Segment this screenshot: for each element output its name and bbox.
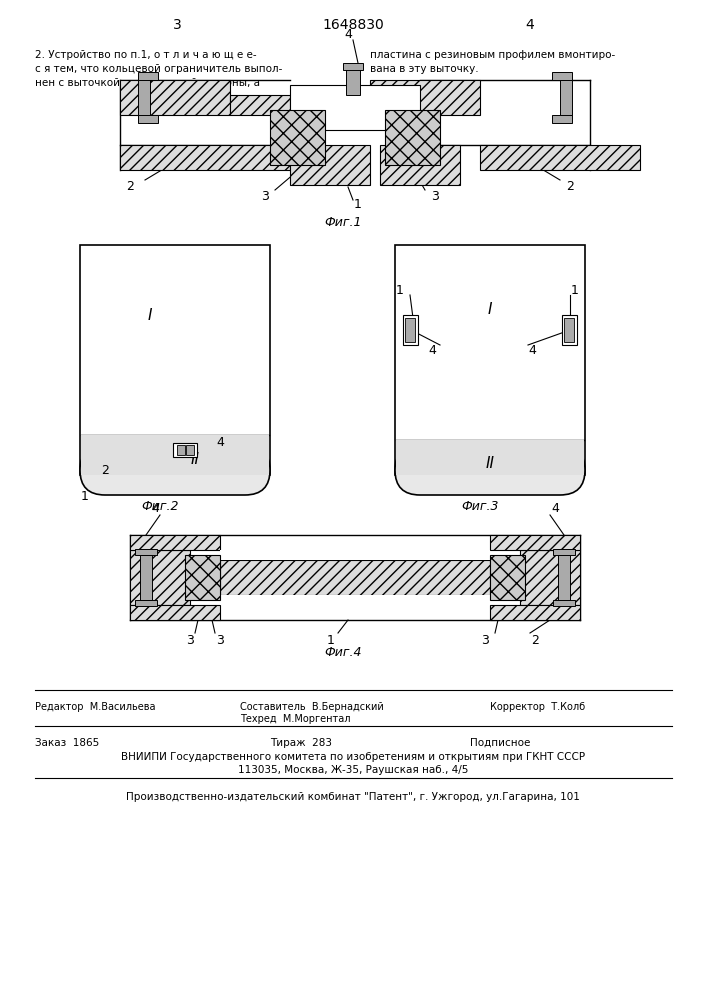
Text: 2: 2 [531,634,539,647]
Text: 113035, Москва, Ж-35, Раушская наб., 4/5: 113035, Москва, Ж-35, Раушская наб., 4/5 [238,765,468,775]
Text: Фиг.2: Фиг.2 [141,500,179,514]
Text: 4: 4 [528,344,536,357]
Text: Производственно-издательский комбинат "Патент", г. Ужгород, ул.Гагарина, 101: Производственно-издательский комбинат "П… [126,792,580,802]
Text: I: I [148,308,152,322]
Text: 3: 3 [261,190,269,204]
Bar [120,145,290,170]
Bar [564,318,574,342]
Bar [520,550,580,605]
Bar [290,145,370,185]
Text: 2: 2 [126,180,134,194]
Bar [310,95,370,115]
Text: Фиг.4: Фиг.4 [325,647,362,660]
Text: Техред  М.Моргентал: Техред М.Моргентал [240,714,351,724]
Text: 2: 2 [101,464,109,477]
Text: 1: 1 [571,284,579,296]
Text: 1: 1 [81,490,89,504]
Bar [173,443,197,457]
Bar [120,80,230,115]
Text: Тираж  283: Тираж 283 [270,738,332,748]
Text: Фиг.1: Фиг.1 [325,217,362,230]
Text: Фиг.3: Фиг.3 [461,500,498,514]
Text: 3: 3 [216,634,224,647]
Text: 1: 1 [396,284,404,296]
Bar [186,445,194,455]
Bar [490,605,580,620]
FancyBboxPatch shape [395,445,585,495]
Bar [560,80,572,115]
Text: 4: 4 [428,344,436,357]
Text: 2. Устройство по п.1, о т л и ч а ю щ е е-
с я тем, что кольцевой ограничитель в: 2. Устройство по п.1, о т л и ч а ю щ е … [35,50,282,88]
Bar [490,555,525,600]
Bar [490,535,580,550]
Text: 1: 1 [354,198,362,212]
Bar [220,550,490,560]
Text: пластина с резиновым профилем вмонтиро-
вана в эту выточку.: пластина с резиновым профилем вмонтиро- … [370,50,615,74]
Text: 2: 2 [566,180,574,194]
Bar [177,445,185,455]
Text: 4: 4 [216,436,224,448]
Bar [138,80,150,115]
Bar [343,63,363,70]
Bar [370,80,480,115]
Bar [135,549,157,555]
Bar [220,595,490,605]
Bar [558,555,570,600]
Bar [405,318,415,342]
Bar [553,549,575,555]
Text: 4: 4 [151,502,159,514]
Bar [346,65,360,95]
Bar [80,245,270,475]
Bar [220,560,490,595]
Text: 4: 4 [525,18,534,32]
Text: ВНИИПИ Государственного комитета по изобретениям и открытиям при ГКНТ СССР: ВНИИПИ Государственного комитета по изоб… [121,752,585,762]
Bar [81,435,269,475]
Bar [138,72,158,80]
Text: Подписное: Подписное [470,738,530,748]
Text: 1648830: 1648830 [322,18,384,32]
Text: Составитель  В.Бернадский: Составитель В.Бернадский [240,702,384,712]
Text: 4: 4 [344,28,352,41]
Text: 3: 3 [481,634,489,647]
Bar [185,555,220,600]
Bar [230,95,290,115]
Text: Корректор  Т.Колб: Корректор Т.Колб [490,702,585,712]
FancyBboxPatch shape [80,445,270,495]
Bar [395,245,585,475]
Text: 3: 3 [186,634,194,647]
Bar [562,315,577,345]
Bar [552,115,572,123]
Text: 4: 4 [551,502,559,514]
Bar [135,600,157,606]
Text: Заказ  1865: Заказ 1865 [35,738,99,748]
Text: 3: 3 [173,18,182,32]
Bar [130,535,220,550]
Bar [552,72,572,80]
Text: II: II [190,452,199,468]
Text: 1: 1 [327,634,335,647]
Bar [380,145,460,185]
Text: I: I [488,302,492,318]
Bar [138,115,158,123]
Bar [396,440,584,475]
Bar [270,110,325,165]
Bar [385,110,440,165]
Bar [130,605,220,620]
Bar [403,315,418,345]
Bar [553,600,575,606]
Bar [140,555,152,600]
Bar [130,550,190,605]
Text: 3: 3 [431,190,439,204]
Bar [290,85,420,130]
Text: II: II [486,456,494,471]
Text: Редактор  М.Васильева: Редактор М.Васильева [35,702,156,712]
Bar [480,145,640,170]
